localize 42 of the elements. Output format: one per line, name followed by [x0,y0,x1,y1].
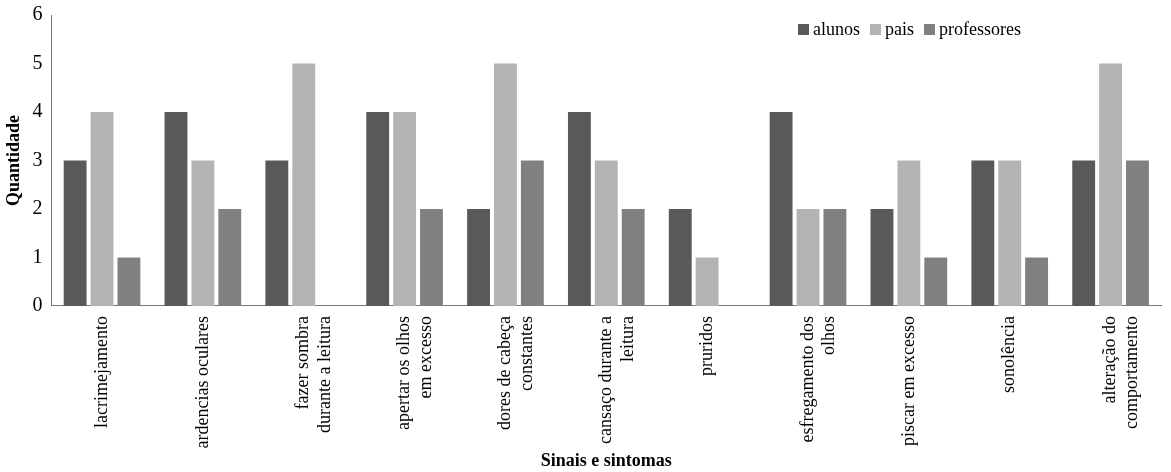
x-tick-label: piscar em excesso [897,315,918,446]
x-axis-title: Sinais e sintomas [540,449,672,470]
bar [191,160,215,306]
bar [265,160,289,306]
y-tick-label: 5 [32,50,43,73]
bar [467,208,490,306]
bar [393,111,417,306]
y-axis-title: Quantidade [3,114,24,206]
y-tick-label: 1 [32,244,43,267]
bar [90,111,114,306]
bar [63,160,87,306]
x-tick-label: ardencias oculares [191,315,212,449]
y-tick-label: 0 [32,293,43,316]
bar [870,208,894,306]
bar [695,257,719,306]
bar [796,208,820,306]
x-tick-label: cansaço durante a leitura [595,315,637,444]
y-tick-label: 3 [32,147,43,170]
bar [567,111,591,306]
legend-label: pais [885,19,914,40]
x-tick-label: lacrimejamento [90,315,111,428]
bar [769,111,793,306]
bar [1099,63,1122,306]
bar [366,111,390,306]
bar [1072,160,1096,306]
bar [971,160,995,306]
bar [292,63,316,306]
x-tick-label: sonolência [998,315,1019,393]
y-tick-label: 2 [32,196,43,219]
x-tick-label: pruridos [695,315,716,376]
bar [897,160,921,306]
x-tick-label: esfregamento dos olhos [796,315,839,443]
legend-label: alunos [813,19,860,40]
x-tick-label: dores de cabeça constantes [494,315,536,430]
bar [594,160,618,306]
legend-label: professores [939,19,1021,40]
bar [998,160,1022,306]
bar [164,111,188,306]
y-tick-label: 4 [32,99,43,122]
bar [494,63,517,306]
bar [668,208,692,306]
y-tick-label: 6 [32,2,43,25]
